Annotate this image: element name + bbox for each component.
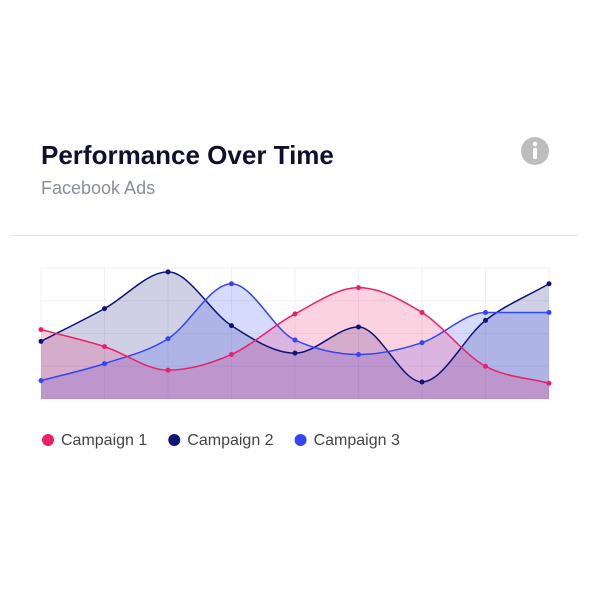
legend-label: Campaign 1 <box>61 432 147 449</box>
legend-marker <box>42 434 54 446</box>
point <box>546 281 552 287</box>
point <box>292 350 298 356</box>
point <box>546 310 552 316</box>
info-icon-bar <box>533 148 537 159</box>
point <box>165 367 171 373</box>
point <box>165 269 171 275</box>
point <box>229 323 234 329</box>
point <box>356 351 361 357</box>
info-icon[interactable] <box>521 137 549 165</box>
info-icon-dot <box>532 141 538 147</box>
point <box>356 324 361 330</box>
chart-subtitle: Facebook Ads <box>41 178 155 198</box>
point <box>419 340 425 346</box>
point <box>38 378 44 384</box>
legend-marker <box>294 434 307 446</box>
point <box>419 379 425 385</box>
area <box>41 271 549 399</box>
chart-title: Performance Over Time <box>41 140 334 170</box>
legend-label: Campaign 3 <box>314 432 400 449</box>
legend-label: Campaign 2 <box>187 432 273 449</box>
point <box>292 311 298 317</box>
line <box>40 282 549 382</box>
point <box>38 338 44 344</box>
point <box>546 380 552 386</box>
point <box>229 351 234 357</box>
point <box>483 363 488 369</box>
legend-marker <box>168 434 181 446</box>
point <box>356 285 361 291</box>
point <box>102 361 107 367</box>
point <box>483 317 488 323</box>
point <box>292 337 298 343</box>
point <box>102 306 107 312</box>
point <box>419 310 425 316</box>
point <box>102 344 107 350</box>
point <box>229 281 234 287</box>
point <box>38 327 44 333</box>
point <box>165 336 171 342</box>
point <box>483 310 488 316</box>
